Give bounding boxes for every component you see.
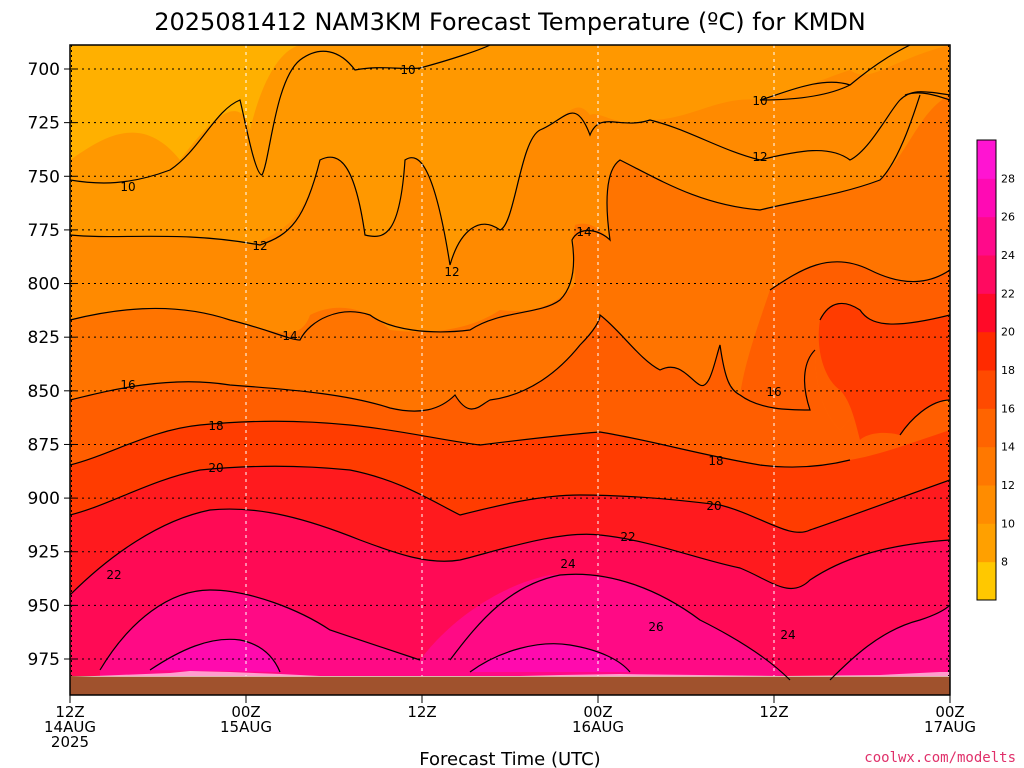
contour-label: 22: [106, 568, 121, 582]
contour-16: [70, 261, 950, 412]
contour-label: 14: [282, 329, 297, 343]
colorbar-segment: [977, 140, 996, 179]
band-24-26: [100, 574, 950, 695]
y-tick-label: 775: [28, 221, 60, 241]
colorbar-segment: [977, 370, 996, 409]
y-tick-label: 725: [28, 114, 60, 134]
contour-20: [70, 465, 950, 533]
y-tick-label: 975: [28, 650, 60, 670]
contour-label: 10: [400, 63, 415, 77]
contour-label: 18: [708, 454, 723, 468]
colorbar-segment: [977, 523, 996, 563]
colorbar-segment: [977, 485, 996, 524]
contour-label: 10: [752, 94, 767, 108]
x-tick-label: 15AUG: [220, 718, 272, 736]
x-tick-label: 14AUG: [44, 718, 96, 736]
contour-label: 20: [208, 461, 223, 475]
x-tick-label: 00Z: [935, 703, 964, 721]
colorbar: 8 10 12 14 16 18 20 22 24 26 28: [976, 139, 1015, 601]
y-tick-label: 875: [28, 435, 60, 455]
plot-area: [70, 45, 950, 695]
contour-12: [70, 91, 950, 266]
x-tick-label: 12Z: [759, 703, 788, 721]
colorbar-tick-label: 8: [1001, 556, 1008, 569]
colorbar-tick-label: 22: [1001, 287, 1015, 300]
y-tick-label: 825: [28, 328, 60, 348]
colorbar-segment: [977, 293, 996, 333]
colorbar-tick-label: 14: [1001, 441, 1015, 454]
x-axis-label: Forecast Time (UTC): [419, 749, 600, 768]
contour-label: 12: [752, 150, 767, 164]
y-tick-label: 950: [28, 596, 60, 616]
colorbar-segment: [977, 408, 996, 448]
colorbar-tick-label: 18: [1001, 364, 1015, 377]
contour-24: [99, 573, 950, 681]
contour-labels: 10 10 10 12 12 12 14 14 16 16 18 18 20 2…: [106, 63, 795, 642]
contour-label: 22: [620, 530, 635, 544]
colorbar-frame: [976, 139, 997, 601]
colorbar-tick-label: 24: [1001, 249, 1015, 262]
x-tick-label: 12Z: [407, 703, 436, 721]
contour-label: 16: [766, 385, 781, 399]
contour-label: 10: [120, 180, 135, 194]
x-tick-label: 00Z: [583, 703, 612, 721]
contour-lines: [70, 45, 950, 681]
surface-noise: [70, 671, 950, 677]
contour-label: 26: [648, 620, 663, 634]
contour-14: [70, 94, 921, 341]
colorbar-tick-label: 12: [1001, 479, 1015, 492]
ground: [70, 676, 950, 695]
colorbar-segment: [977, 255, 996, 294]
contour-18: [70, 302, 950, 468]
x-tick-label: 17AUG: [924, 718, 976, 736]
vertical-grid: [245, 45, 775, 676]
contour-label: 20: [706, 499, 721, 513]
y-tick-label: 700: [28, 60, 60, 80]
contour-26: [149, 638, 631, 673]
x-tick-label: 16AUG: [572, 718, 624, 736]
x-tick-label: 00Z: [231, 703, 260, 721]
colorbar-segment: [977, 178, 996, 218]
colorbar-segment: [977, 446, 996, 486]
colorbar-tick-label: 26: [1001, 211, 1015, 224]
y-tick-label: 800: [28, 275, 60, 295]
y-tick-label: 925: [28, 543, 60, 563]
colorbar-tick-label: 28: [1001, 172, 1015, 185]
horizontal-grid: [70, 68, 950, 660]
x-tick-label: 12Z: [55, 703, 84, 721]
colorbar-tick-label: 20: [1001, 326, 1015, 339]
contour-label: 12: [444, 265, 459, 279]
plot-frame-edge-dashes: [71, 45, 949, 676]
y-axis: 700 725 750 775 800 825 850 875 900 925 950 975: [28, 60, 76, 670]
colorbar-segment: [977, 561, 996, 601]
plot-frame: [69, 44, 951, 696]
band-26-28: [150, 639, 630, 672]
colorbar-tick-label: 16: [1001, 402, 1015, 415]
contour-label: 14: [576, 225, 591, 239]
y-tick-label: 900: [28, 489, 60, 509]
contour-label: 16: [120, 378, 135, 392]
colorbar-segment: [977, 216, 996, 256]
y-tick-label: 750: [28, 167, 60, 187]
contour-label: 18: [208, 419, 223, 433]
x-tick-label: 2025: [51, 733, 89, 751]
contour-22: [70, 508, 950, 596]
colorbar-tick-label: 10: [1001, 517, 1015, 530]
credit-text: coolwx.com/modelts: [864, 750, 1016, 766]
contour-label: 24: [780, 628, 795, 642]
chart-title: 2025081412 NAM3KM Forecast Temperature (…: [154, 8, 866, 36]
contour-label: 24: [560, 557, 575, 571]
y-tick-label: 850: [28, 382, 60, 402]
colorbar-segment: [977, 331, 996, 371]
contour-label: 12: [252, 239, 267, 253]
